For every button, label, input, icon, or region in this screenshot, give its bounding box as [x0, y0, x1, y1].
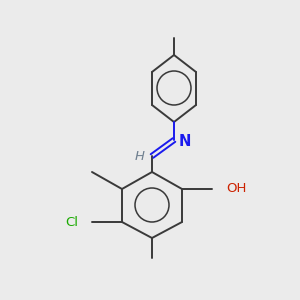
Text: Cl: Cl [65, 215, 78, 229]
Text: OH: OH [226, 182, 246, 196]
Text: N: N [179, 134, 191, 148]
Text: H: H [135, 151, 145, 164]
